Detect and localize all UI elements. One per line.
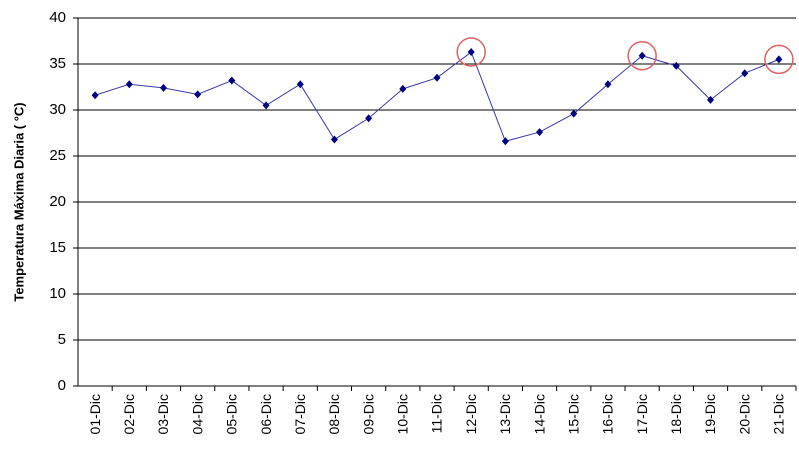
- x-tick-label: 03-Dic: [155, 394, 171, 434]
- point: [604, 80, 612, 89]
- x-tick-label: 08-Dic: [326, 394, 342, 434]
- x-tick-label: 06-Dic: [258, 394, 274, 434]
- point: [707, 95, 715, 104]
- x-tick-label: 16-Dic: [600, 394, 616, 434]
- point: [330, 135, 338, 144]
- point: [365, 114, 373, 123]
- highlight-circle: [456, 37, 486, 67]
- y-tick-label: 40: [49, 9, 66, 26]
- point: [570, 109, 578, 118]
- highlight-circle: [627, 40, 657, 71]
- point: [159, 83, 167, 92]
- x-tick-label: 21-Dic: [771, 394, 787, 434]
- x-tick-label: 10-Dic: [395, 394, 411, 434]
- point: [536, 128, 544, 137]
- y-tick-label: 10: [49, 285, 66, 302]
- y-tick-label: 0: [58, 377, 66, 394]
- x-tick-label: 01-Dic: [87, 394, 103, 434]
- point: [467, 48, 475, 57]
- y-tick-label: 35: [49, 55, 66, 72]
- x-tick-label: 20-Dic: [736, 394, 752, 434]
- y-tick-label: 30: [49, 101, 66, 118]
- y-tick-label: 20: [49, 193, 66, 210]
- point: [296, 80, 304, 89]
- y-tick-label: 5: [58, 331, 66, 348]
- point: [501, 137, 509, 146]
- point: [775, 55, 783, 64]
- point: [672, 61, 680, 70]
- x-tick-label: 18-Dic: [668, 394, 684, 434]
- y-tick-label: 25: [49, 147, 66, 164]
- point: [741, 69, 749, 78]
- point: [125, 80, 133, 89]
- point: [638, 51, 646, 60]
- x-tick-label: 02-Dic: [121, 394, 137, 434]
- highlight-circle: [764, 44, 794, 75]
- x-tick-label: 09-Dic: [360, 394, 376, 434]
- point: [399, 84, 407, 93]
- point: [91, 91, 99, 100]
- x-tick-label: 15-Dic: [565, 394, 581, 434]
- x-tick-label: 14-Dic: [531, 394, 547, 434]
- x-tick-label: 05-Dic: [224, 394, 240, 434]
- x-tick-label: 17-Dic: [634, 394, 650, 434]
- point: [228, 76, 236, 85]
- point: [262, 101, 270, 110]
- x-tick-label: 04-Dic: [189, 394, 205, 434]
- y-axis-label: Temperatura Máxima Diaria ( °C): [11, 102, 26, 301]
- y-tick-label: 15: [49, 239, 66, 256]
- x-tick-label: 19-Dic: [702, 394, 718, 434]
- point: [433, 73, 441, 82]
- x-tick-label: 11-Dic: [429, 394, 445, 433]
- x-tick-label: 07-Dic: [292, 394, 308, 434]
- point: [194, 90, 202, 99]
- x-tick-label: 13-Dic: [497, 394, 513, 434]
- x-tick-label: 12-Dic: [463, 394, 479, 434]
